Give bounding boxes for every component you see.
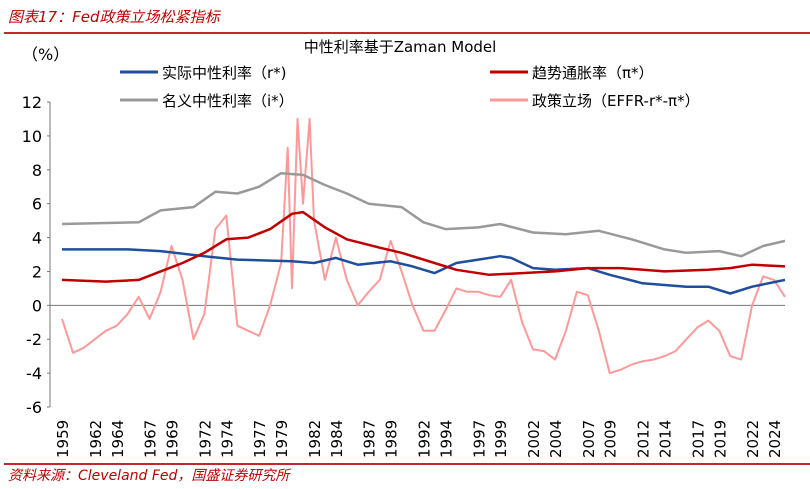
x-tick-label: 2002 (525, 420, 543, 458)
x-tick-label: 1999 (492, 420, 510, 458)
x-tick-label: 2007 (580, 420, 598, 458)
y-axis-unit: （%） (22, 45, 69, 64)
series-line-1 (61, 210, 786, 283)
bottom-divider (4, 463, 810, 465)
x-tick-label: 1972 (196, 420, 214, 458)
y-tick-label: 4 (32, 229, 42, 248)
x-tick-label: 1994 (437, 420, 455, 458)
legend-label: 政策立场（EFFR-r*-π*） (532, 92, 700, 110)
x-tick-label: 1997 (470, 420, 488, 458)
y-tick-label: 2 (32, 262, 42, 281)
x-tick-label: 1967 (142, 420, 160, 458)
x-tick-label: 2009 (602, 420, 620, 458)
x-tick-label: 2017 (689, 420, 707, 458)
y-tick-label: 10 (22, 127, 42, 146)
x-tick-label: 2022 (744, 420, 762, 458)
x-tick-label: 1977 (251, 420, 269, 458)
x-tick-label: 1974 (218, 420, 236, 458)
source-note: 资料来源：Cleveland Fed，国盛证券研究所 (8, 468, 290, 484)
x-tick-label: 1984 (328, 420, 346, 458)
x-tick-label: 2024 (766, 420, 784, 458)
x-tick-label: 1979 (273, 420, 291, 458)
y-tick-label: 8 (32, 161, 42, 180)
x-tick-label: 1982 (306, 420, 324, 458)
y-tick-label: 6 (32, 195, 42, 214)
y-tick-label: -6 (26, 398, 42, 417)
series-line-0 (62, 248, 786, 295)
legend-label: 实际中性利率（r*) (162, 64, 287, 82)
x-tick-label: 1992 (416, 420, 434, 458)
y-tick-label: -2 (26, 330, 42, 349)
x-tick-label: 1959 (54, 420, 72, 458)
x-tick-label: 2014 (657, 420, 675, 458)
figure-title: 图表17：Fed政策立场松紧指标 (8, 8, 220, 26)
y-tick-label: 12 (22, 93, 42, 112)
series-line-3 (61, 117, 786, 375)
x-tick-label: 2012 (635, 420, 653, 458)
chart-title: 中性利率基于Zaman Model (304, 38, 497, 56)
x-tick-label: 1969 (164, 420, 182, 458)
y-tick-label: -4 (26, 364, 42, 383)
legend-label: 趋势通胀率（π*） (532, 64, 654, 82)
x-tick-label: 1962 (87, 420, 105, 458)
x-tick-label: 1989 (383, 420, 401, 458)
x-tick-label: 2004 (547, 420, 565, 458)
x-tick-label: 1987 (361, 420, 379, 458)
series-line-2 (61, 171, 786, 258)
legend-label: 名义中性利率（i*） (162, 92, 294, 110)
y-tick-label: 0 (32, 296, 42, 315)
x-tick-label: 1964 (109, 420, 127, 458)
top-divider (4, 32, 810, 34)
x-tick-label: 2019 (711, 420, 729, 458)
